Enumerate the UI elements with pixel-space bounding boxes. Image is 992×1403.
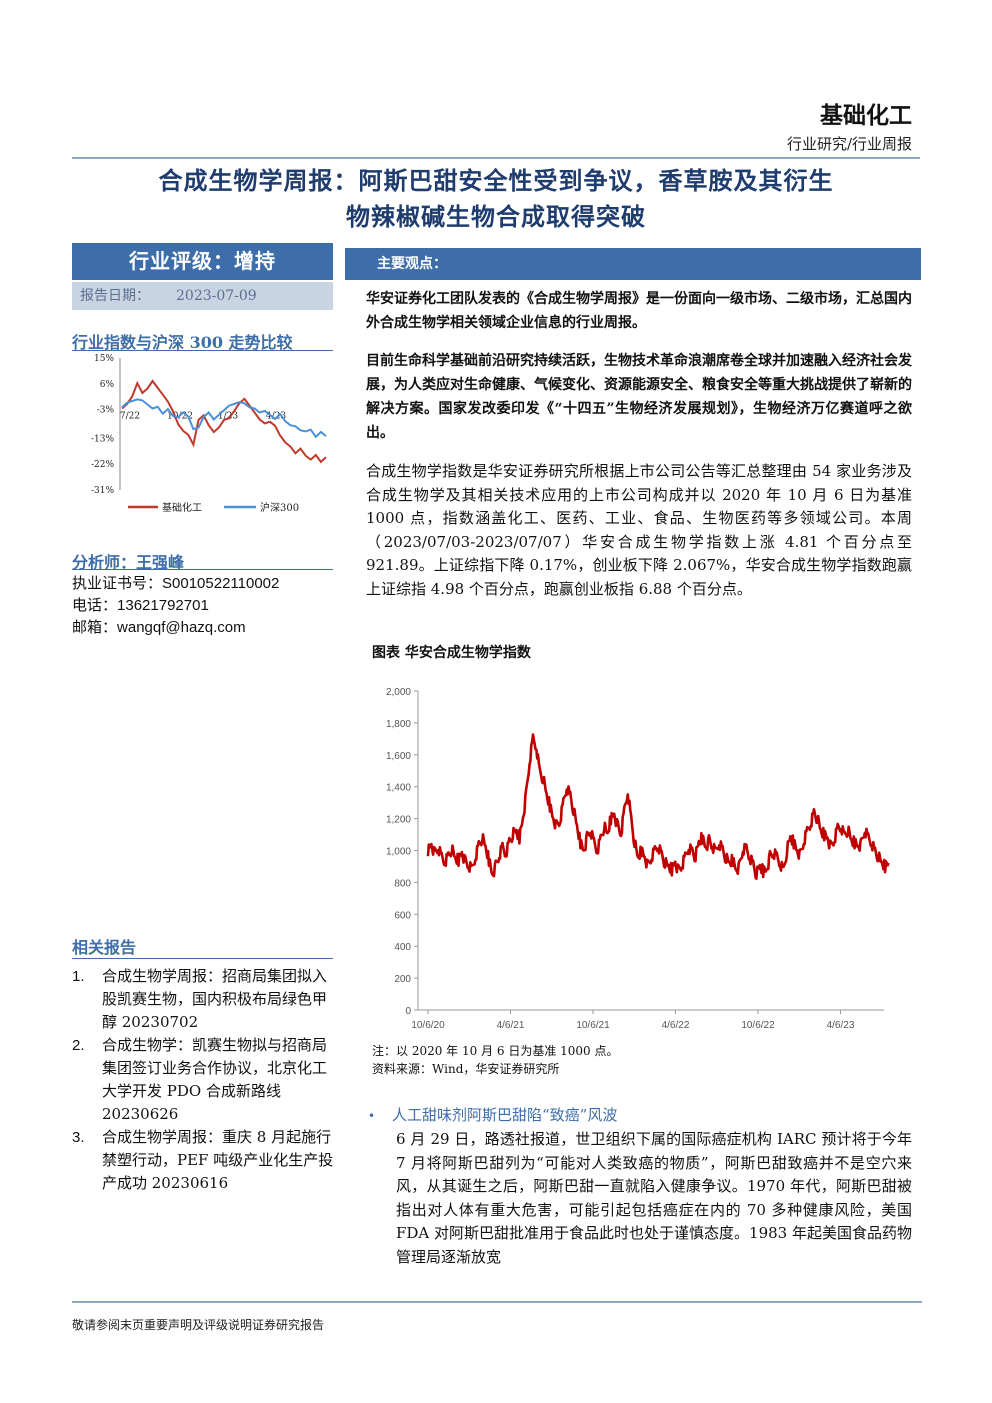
item-text: 合成生物学周报：重庆 8 月起施行禁塑行动，PEF 吨级产业化生产投产成功 20… (102, 1128, 334, 1192)
y-tick-label: 1,800 (386, 719, 411, 730)
bullet-body: 6 月 29 日，路透社报道，世卫组织下属的国际癌症机构 IARC 预计将于今年… (396, 1130, 912, 1266)
related-report-item[interactable]: 1. 合成生物学周报：招商局集团拟入股凯赛生物，国内积极布局绿色甲醇 202307… (72, 965, 334, 1034)
analyst-title: 分析师：王强峰 (72, 553, 185, 572)
item-text: 合成生物学周报：招商局集团拟入股凯赛生物，国内积极布局绿色甲醇 20230702 (102, 967, 328, 1031)
y-tick-label: -22% (91, 460, 114, 470)
x-tick-label: 10/6/20 (411, 1020, 445, 1031)
cert-label: 执业证书号： (72, 575, 163, 592)
title-line-1: 合成生物学周报：阿斯巴甜安全性受到争议，香草胺及其衍生 (158, 166, 834, 195)
related-report-item[interactable]: 3. 合成生物学周报：重庆 8 月起施行禁塑行动，PEF 吨级产业化生产投产成功 … (72, 1126, 334, 1195)
y-tick-label: 2,000 (386, 687, 411, 698)
x-tick-label: 10/6/22 (741, 1020, 775, 1031)
header-divider (72, 157, 920, 159)
email-label: 邮箱： (72, 619, 118, 636)
report-date-value: 2023-07-09 (176, 288, 257, 304)
index-compare-rule (72, 350, 333, 351)
synbio-index-chart: 2,000 1,800 1,600 1,400 1,200 1,000 800 600 400 2… (386, 687, 890, 1031)
y-tick-label: 0 (405, 1006, 411, 1017)
related-reports-rule (72, 958, 333, 959)
y-tick-label: 15% (94, 354, 114, 364)
x-tick-label: 1/23 (218, 412, 238, 422)
index-series-line (426, 733, 890, 880)
series-line-industry (121, 379, 327, 464)
phone-number: 13621792701 (117, 597, 209, 614)
y-tick-label: 6% (100, 380, 115, 390)
bullet-heading: • 人工甜味剂阿斯巴甜陷“致癌”风波 (368, 1104, 617, 1125)
analyst-rule (72, 569, 333, 570)
y-tick-label: 1,600 (386, 751, 411, 762)
bullet-heading-text: 人工甜味剂阿斯巴甜陷“致癌”风波 (392, 1106, 618, 1124)
phone-label: 电话： (72, 597, 118, 614)
report-type: 行业研究/行业周报 (786, 135, 912, 153)
report-date: 报告日期： 2023-07-09 (72, 282, 333, 310)
figure-source: 资料来源：Wind，华安证券研究所 (372, 1062, 560, 1076)
y-tick-label: 600 (394, 910, 411, 921)
index-summary-paragraph: 合成生物学指数是华安证券研究所根据上市公司公告等汇总整理由 54 家业务涉及合成… (366, 462, 912, 598)
x-tick-label: 10/6/21 (576, 1020, 610, 1031)
x-tick-label: 4/6/21 (497, 1020, 525, 1031)
y-tick-label: -13% (91, 434, 114, 444)
report-date-label: 报告日期： (80, 288, 150, 304)
y-tick-label: 1,400 (386, 783, 411, 794)
analyst-info: 执业证书号：S0010522110002 电话：13621792701 邮箱：w… (72, 573, 279, 639)
figure-title: 图表 华安合成生物学指数 (372, 645, 531, 661)
cert-row: 执业证书号：S0010522110002 (72, 573, 279, 595)
y-tick-label: -31% (91, 486, 114, 496)
cert-number: S0010522110002 (162, 575, 280, 592)
related-report-item[interactable]: 2. 合成生物学：凯赛生物拟与招商局集团签订业务合作协议，北京化工大学开发 PDO… (72, 1034, 334, 1126)
x-tick-label: 4/6/23 (827, 1020, 855, 1031)
y-tick-label: 400 (394, 942, 411, 953)
y-tick-label: -3% (97, 406, 115, 416)
figure-note: 注：以 2020 年 10 月 6 日为基准 1000 点。 (372, 1044, 619, 1058)
title-line-2: 物辣椒碱生物合成取得突破 (346, 202, 646, 231)
legend-label-industry: 基础化工 (162, 501, 202, 514)
footer-disclaimer: 敬请参阅末页重要声明及评级说明证券研究报告 (72, 1318, 325, 1332)
item-number: 3. (72, 1129, 85, 1146)
x-tick-label: 7/22 (120, 412, 140, 422)
background-paragraph: 目前生命科学基础前沿研究持续活跃，生物技术革命浪潮席卷全球并加速融入经济社会发展… (366, 353, 912, 441)
y-tick-label: 800 (394, 878, 411, 889)
footer-divider (72, 1301, 922, 1303)
item-number: 1. (72, 968, 85, 985)
intro-paragraph: 华安证券化工团队发表的《合成生物学周报》是一份面向一级市场、二级市场，汇总国内外… (366, 291, 912, 331)
related-reports-title: 相关报告 (72, 938, 137, 957)
industry-label: 基础化工 (820, 102, 912, 129)
bullet-icon: • (368, 1109, 376, 1123)
item-text: 合成生物学：凯赛生物拟与招商局集团签订业务合作协议，北京化工大学开发 PDO 合… (102, 1036, 328, 1123)
x-tick-label: 4/6/22 (662, 1020, 690, 1031)
industry-rating: 行业评级：增持 (72, 243, 333, 280)
report-title: 合成生物学周报：阿斯巴甜安全性受到争议，香草胺及其衍生 物辣椒碱生物合成取得突破 (70, 163, 922, 235)
index-compare-chart: 15%6%-3%-13%-22%-31%7/22 10/22 1/23 4/23基础化… (91, 354, 327, 514)
email-address: wangqf@hazq.com (117, 619, 246, 636)
y-tick-label: 1,200 (386, 815, 411, 826)
index-compare-title: 行业指数与沪深 300 走势比较 (72, 333, 293, 352)
email-row: 邮箱：wangqf@hazq.com (72, 617, 279, 639)
main-view-header: 主要观点： (345, 248, 921, 280)
series-line-csi300 (121, 398, 327, 439)
related-reports-list: 1. 合成生物学周报：招商局集团拟入股凯赛生物，国内积极布局绿色甲醇 202307… (72, 965, 334, 1195)
y-tick-label: 200 (394, 974, 411, 985)
y-tick-label: 1,000 (386, 847, 411, 858)
phone-row: 电话：13621792701 (72, 595, 279, 617)
legend-label-csi300: 沪深300 (260, 501, 299, 514)
item-number: 2. (72, 1037, 85, 1054)
